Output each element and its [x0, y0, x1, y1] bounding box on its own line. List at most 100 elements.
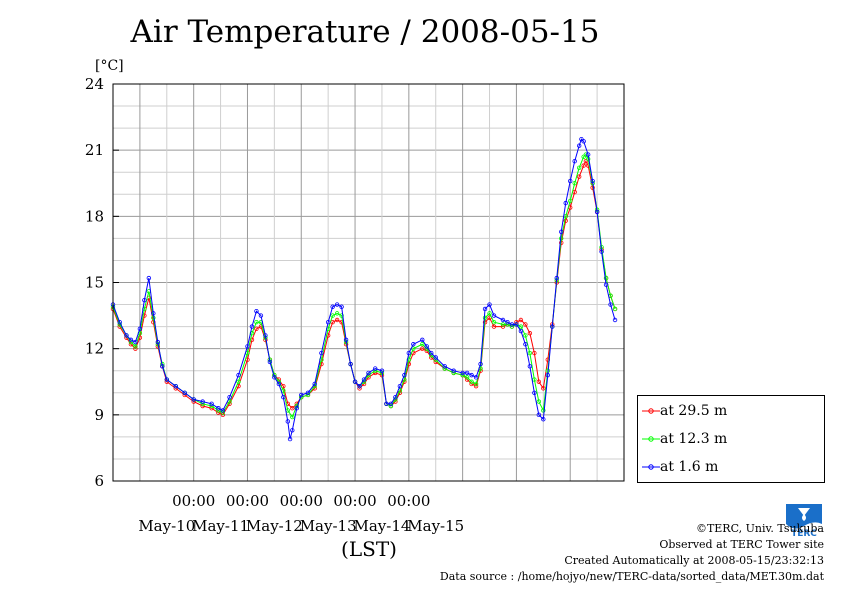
data-point — [384, 401, 389, 407]
legend-item-1-6m: at 1.6 m — [638, 458, 824, 478]
data-point — [523, 333, 528, 338]
data-point — [482, 306, 488, 312]
data-point — [482, 315, 488, 320]
data-point — [532, 390, 537, 395]
data-point — [155, 339, 161, 345]
data-point — [460, 370, 465, 376]
data-point — [287, 436, 293, 442]
y-tick-label: 18 — [85, 207, 104, 225]
data-point — [216, 406, 221, 411]
data-point — [527, 364, 533, 369]
series-line — [112, 138, 616, 440]
legend-marker-blue — [642, 464, 660, 470]
data-point — [254, 308, 259, 314]
x-axis-label: (LST) — [341, 537, 397, 561]
data-point — [319, 350, 324, 356]
data-point — [491, 313, 497, 318]
data-point — [487, 302, 492, 307]
credit-copyright: ©TERC, Univ. Tsukuba — [695, 522, 824, 535]
data-point — [151, 311, 156, 316]
day-label: May-12 — [246, 517, 303, 535]
data-point — [487, 311, 492, 316]
data-point — [361, 377, 367, 382]
x-tick-label: 00:00 — [387, 492, 430, 510]
data-point — [464, 370, 470, 376]
data-point — [352, 379, 358, 384]
x-tick-label: 00:00 — [226, 492, 269, 510]
day-label: May-13 — [300, 517, 357, 535]
data-point — [581, 154, 586, 159]
data-point — [290, 428, 295, 433]
data-point — [411, 342, 416, 347]
data-point — [263, 333, 268, 338]
data-point — [339, 313, 344, 318]
data-point — [137, 326, 143, 332]
data-point — [424, 344, 429, 349]
data-point — [469, 379, 474, 384]
data-point — [568, 178, 573, 184]
legend: at 29.5 m at 12.3 m at 1.6 m — [637, 395, 825, 483]
data-point — [128, 337, 134, 343]
data-point — [518, 328, 524, 334]
data-point — [379, 368, 385, 373]
data-point — [366, 370, 371, 376]
data-point — [299, 392, 304, 398]
data-point — [527, 331, 533, 336]
data-point — [393, 394, 398, 400]
data-point — [164, 377, 169, 382]
data-point — [285, 419, 291, 424]
legend-label: at 29.5 m — [660, 403, 728, 419]
data-point — [429, 350, 434, 356]
data-point — [509, 322, 515, 327]
data-point — [612, 317, 618, 323]
data-point — [491, 320, 497, 325]
data-point — [227, 394, 232, 400]
series-2 — [110, 136, 618, 442]
data-point — [254, 326, 259, 332]
data-point — [527, 350, 533, 356]
data-point — [173, 383, 178, 389]
data-point — [518, 317, 524, 323]
data-point — [523, 322, 528, 327]
data-point — [491, 324, 497, 329]
data-point — [236, 372, 241, 378]
legend-item-12-3m: at 12.3 m — [638, 430, 824, 450]
data-point — [267, 359, 273, 365]
data-point — [160, 364, 165, 369]
data-point — [312, 381, 317, 387]
data-point — [554, 275, 559, 281]
legend-marker-green — [642, 436, 660, 442]
data-point — [599, 249, 604, 254]
data-point — [325, 320, 331, 325]
legend-label: at 12.3 m — [660, 431, 728, 447]
data-point — [572, 158, 577, 164]
day-label: May-15 — [407, 517, 464, 535]
data-point — [142, 297, 147, 303]
data-point — [420, 337, 425, 343]
series-line — [112, 160, 616, 416]
series-layer — [110, 136, 618, 442]
data-point — [200, 399, 205, 404]
y-axis-unit-label: [°C] — [95, 58, 124, 74]
data-point — [406, 350, 412, 356]
data-point — [373, 366, 378, 371]
data-point — [191, 397, 196, 402]
data-point — [576, 174, 582, 179]
data-point — [249, 324, 255, 329]
data-point — [612, 306, 618, 312]
data-point — [420, 346, 425, 351]
y-tick-label: 24 — [85, 75, 104, 93]
data-point — [469, 372, 474, 378]
data-point — [451, 368, 456, 373]
data-point — [478, 361, 483, 367]
data-point — [258, 313, 264, 318]
x-tick-label: 00:00 — [280, 492, 323, 510]
data-point — [583, 158, 589, 164]
data-point — [339, 304, 344, 309]
credits: ©TERC, Univ. Tsukuba Observed at TERC To… — [440, 521, 824, 585]
data-point — [603, 282, 609, 287]
day-label: May-11 — [192, 517, 249, 535]
data-point — [276, 381, 282, 387]
data-point — [334, 311, 340, 316]
data-point — [608, 302, 613, 307]
